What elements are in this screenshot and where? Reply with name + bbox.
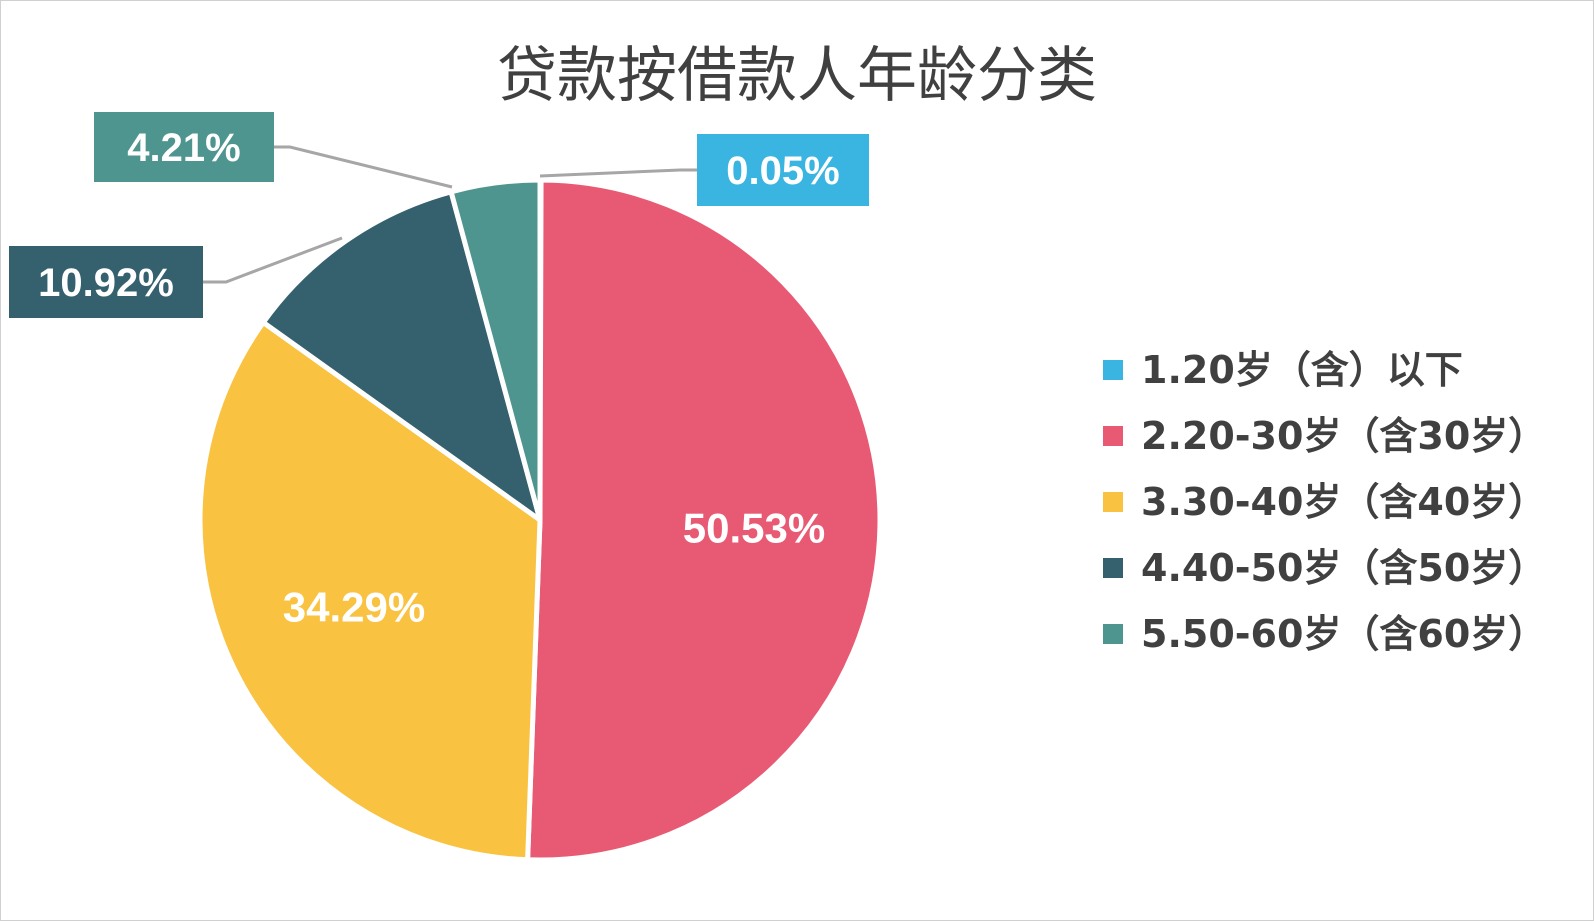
data-label-1: 0.05%	[726, 149, 839, 193]
leader-line-4	[203, 236, 343, 284]
legend-label-2: 2.20-30岁（含30岁）	[1141, 414, 1546, 458]
label-box-4	[9, 246, 203, 318]
leader-line-1	[539, 168, 697, 178]
pie-slice-3	[197, 319, 543, 863]
leader-line-5	[274, 145, 453, 189]
legend-swatch-3	[1103, 492, 1123, 512]
data-label-4: 10.92%	[38, 261, 174, 305]
legend-swatch-2	[1103, 426, 1123, 446]
data-labels: 50.53% 34.29% 0.05% 10.92% 4.21%	[9, 112, 869, 631]
legend-label-1: 1.20岁（含）以下	[1141, 348, 1463, 392]
pie-slice-5	[448, 177, 543, 523]
legend-swatch-4	[1103, 558, 1123, 578]
chart-title: 贷款按借款人年龄分类	[497, 41, 1097, 111]
data-label-3: 34.29%	[283, 584, 425, 631]
leader-lines	[203, 145, 697, 284]
label-box-1	[697, 134, 869, 206]
pie-slice-2	[525, 177, 883, 863]
legend: 1.20岁（含）以下 2.20-30岁（含30岁） 3.30-40岁（含40岁） 4.…	[1103, 348, 1546, 656]
legend-swatch-5	[1103, 624, 1123, 644]
legend-swatch-1	[1103, 360, 1123, 380]
legend-label-4: 4.40-50岁（含50岁）	[1141, 546, 1546, 590]
data-label-2: 50.53%	[683, 505, 825, 552]
data-label-5: 4.21%	[127, 126, 240, 170]
label-box-5	[94, 112, 274, 182]
legend-label-3: 3.30-40岁（含40岁）	[1141, 480, 1546, 524]
pie-slices	[197, 177, 883, 863]
legend-label-5: 5.50-60岁（含60岁）	[1141, 612, 1546, 656]
